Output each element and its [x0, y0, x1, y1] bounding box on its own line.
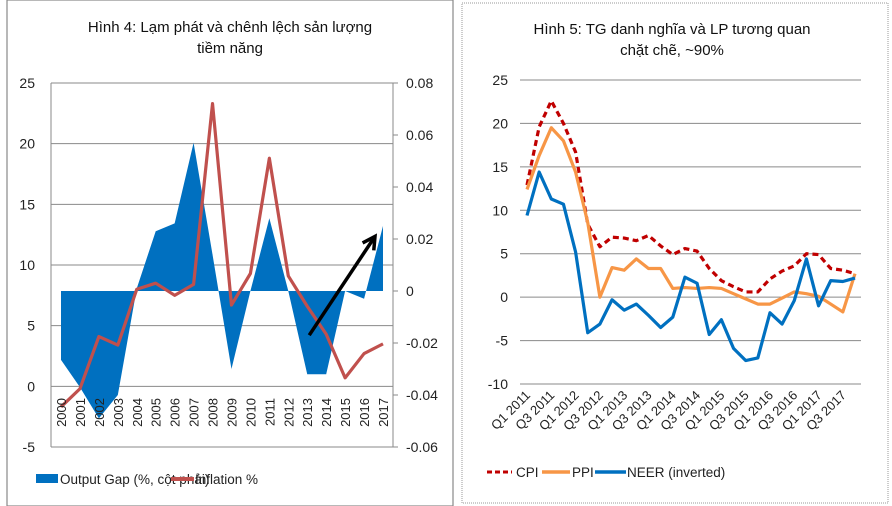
right-axis-tick-label: 0.02	[406, 231, 433, 247]
legend-label-inflation: Inflation %	[195, 472, 258, 487]
x-axis-tick-label: 2002	[92, 398, 107, 427]
x-axis-tick-label: 2001	[73, 398, 88, 427]
x-axis-tick-label: 2003	[111, 398, 126, 427]
cpi-line	[525, 99, 856, 294]
chart2-title-line1: Hình 5: TG danh nghĩa và LP tương quan	[533, 21, 810, 38]
y-axis-tick-label: 5	[500, 246, 508, 262]
left-panel-frame	[6, 0, 454, 506]
right-axis-tick-label: -0.06	[406, 439, 438, 455]
right-axis-tick-label: 0.08	[406, 75, 433, 91]
legend-label-neer: NEER (inverted)	[627, 465, 725, 480]
x-axis-tick-label: 2014	[319, 398, 334, 427]
right-axis-tick-label: 0.06	[406, 127, 433, 143]
x-axis-tick-label: 2010	[243, 398, 258, 427]
x-axis-tick-label: 2005	[149, 398, 164, 427]
legend-label-cpi: CPI	[516, 465, 539, 480]
chart2-title-line2: chặt chẽ, ~90%	[620, 42, 724, 59]
chart2-legend: CPI PPI NEER (inverted)	[487, 465, 725, 480]
left-axis-tick-label: 20	[19, 136, 35, 152]
ppi-line	[525, 126, 857, 314]
right-axis-tick-label: 0	[406, 283, 414, 299]
x-axis-tick-label: 2017	[376, 398, 391, 427]
y-axis-tick-label: 10	[492, 202, 508, 218]
chart1-title-line2: tiềm năng	[197, 40, 263, 57]
chart1-plot: 2520151050-50.080.060.040.020-0.02-0.04-…	[19, 75, 438, 455]
chart1-legend: Output Gap (%, cột phải) Inflation %	[36, 472, 258, 487]
y-axis-tick-label: -5	[496, 333, 509, 349]
inflation-line	[59, 102, 384, 409]
left-axis-tick-label: 10	[19, 257, 35, 273]
y-axis-tick-label: 0	[500, 289, 508, 305]
legend-swatch-output-gap	[36, 474, 58, 483]
x-axis-tick-label: 2006	[168, 398, 183, 427]
chart1-title-line1: Hình 4: Lạm phát và chênh lệch sản lượng	[88, 19, 372, 36]
right-axis-tick-label: -0.02	[406, 335, 438, 351]
left-axis-tick-label: -5	[23, 439, 36, 455]
x-axis-tick-label: 2007	[187, 398, 202, 427]
x-axis-tick-label: 2016	[357, 398, 372, 427]
trend-arrow-shaft	[307, 235, 377, 337]
trend-arrow-head	[361, 233, 378, 251]
right-axis-tick-label: -0.04	[406, 387, 438, 403]
y-axis-tick-label: 20	[492, 115, 508, 131]
x-axis-tick-label: 2011	[262, 398, 277, 426]
left-axis-tick-label: 5	[27, 318, 35, 334]
x-axis-tick-label: 2004	[130, 398, 145, 427]
legend-label-output-gap: Output Gap (%, cột phải)	[60, 472, 209, 487]
left-axis-tick-label: 25	[19, 75, 35, 91]
right-axis-tick-label: 0.04	[406, 179, 433, 195]
legend-label-ppi: PPI	[572, 465, 594, 480]
neer-line	[525, 170, 856, 363]
left-axis-tick-label: 15	[19, 196, 35, 212]
output-gap-area	[61, 142, 383, 419]
x-axis-tick-label: 2012	[281, 398, 296, 427]
left-axis-tick-label: 0	[27, 378, 35, 394]
x-axis-tick-label: 2008	[206, 398, 221, 427]
x-axis-tick-label: 2015	[338, 398, 353, 427]
x-axis-tick-label: 2013	[300, 398, 315, 427]
y-axis-tick-label: 15	[492, 159, 508, 175]
x-axis-tick-label: 2009	[224, 398, 239, 427]
y-axis-tick-label: -10	[488, 376, 508, 392]
y-axis-tick-label: 25	[492, 72, 508, 88]
x-axis-tick-label: 2000	[54, 398, 69, 427]
